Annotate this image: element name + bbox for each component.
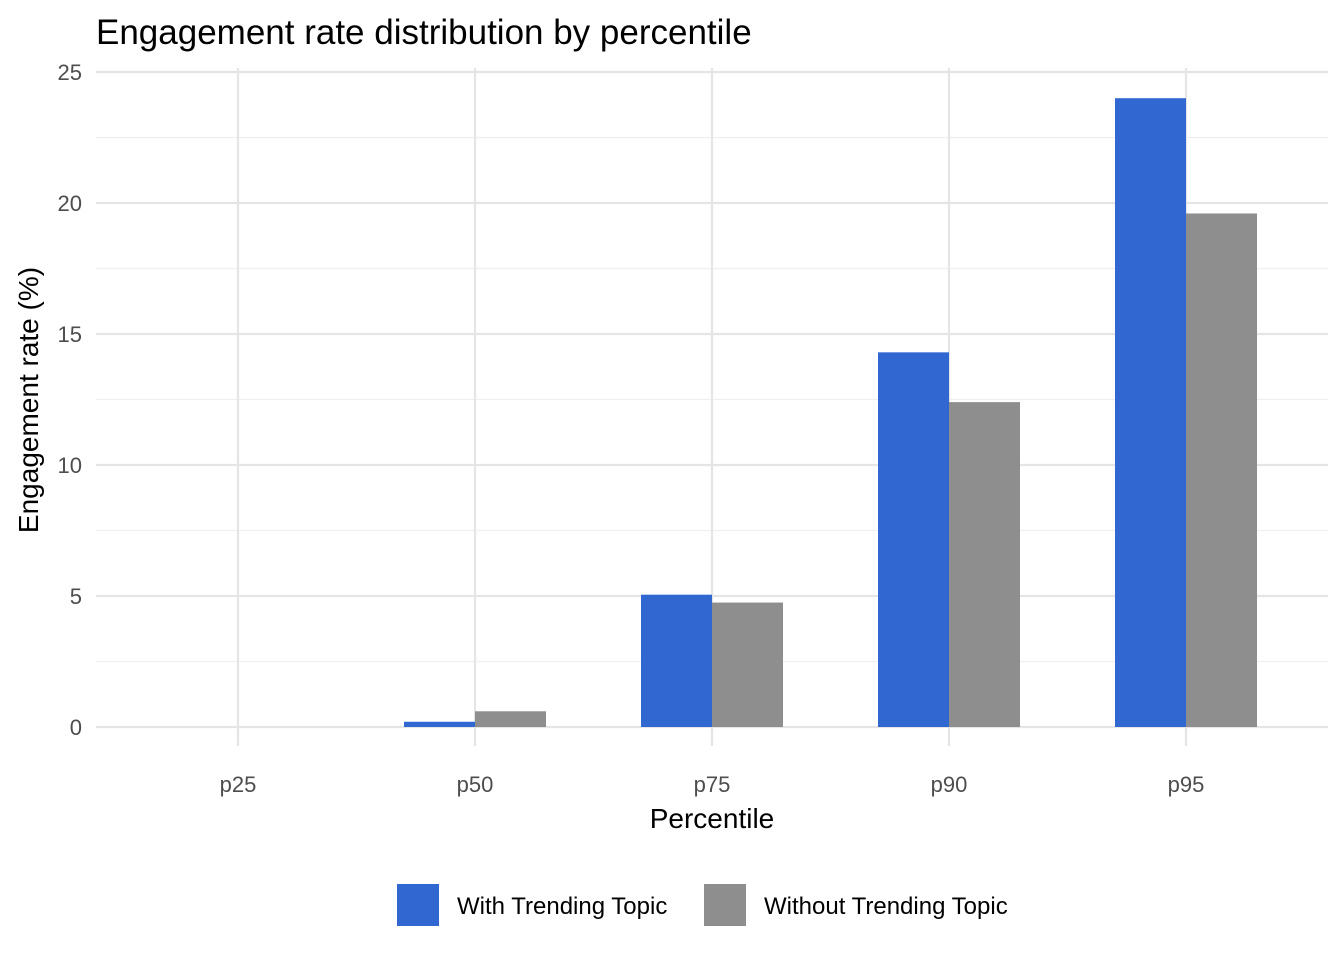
x-tick-label: p25	[220, 772, 257, 797]
x-axis-ticks: p25 p50 p75 p90 p95	[220, 772, 1205, 797]
bars	[404, 98, 1257, 728]
bar-without-trending-topic-p90	[949, 402, 1020, 727]
legend-key	[704, 884, 746, 926]
legend-label: With Trending Topic	[457, 893, 667, 920]
legend-item: With Trending Topic	[397, 884, 667, 926]
y-tick-label: 5	[70, 584, 82, 609]
chart-title: Engagement rate distribution by percenti…	[96, 13, 752, 52]
legend-item: Without Trending Topic	[704, 884, 1008, 926]
y-axis-title: Engagement rate (%)	[13, 267, 44, 533]
legend: With Trending Topic Without Trending Topi…	[397, 884, 1008, 926]
bar-with-trending-topic-p90	[878, 352, 949, 727]
y-tick-label: 0	[70, 715, 82, 740]
x-tick-label: p95	[1168, 772, 1205, 797]
y-tick-label: 15	[58, 322, 82, 347]
bar-without-trending-topic-p50	[475, 711, 546, 727]
x-tick-label: p50	[457, 772, 494, 797]
y-tick-label: 25	[58, 60, 82, 85]
y-tick-label: 20	[58, 191, 82, 216]
legend-label: Without Trending Topic	[764, 893, 1008, 920]
bar-with-trending-topic-p95	[1115, 98, 1186, 727]
x-tick-label: p75	[694, 772, 731, 797]
bar-without-trending-topic-p75	[712, 602, 783, 727]
y-axis-ticks: 0 5 10 15 20 25	[58, 60, 82, 740]
bar-without-trending-topic-p95	[1186, 213, 1257, 728]
x-tick-label: p90	[931, 772, 968, 797]
bar-with-trending-topic-p75	[641, 594, 712, 727]
bar-with-trending-topic-p50	[404, 721, 475, 727]
y-tick-label: 10	[58, 453, 82, 478]
legend-key	[397, 884, 439, 926]
x-axis-title: Percentile	[650, 803, 775, 834]
